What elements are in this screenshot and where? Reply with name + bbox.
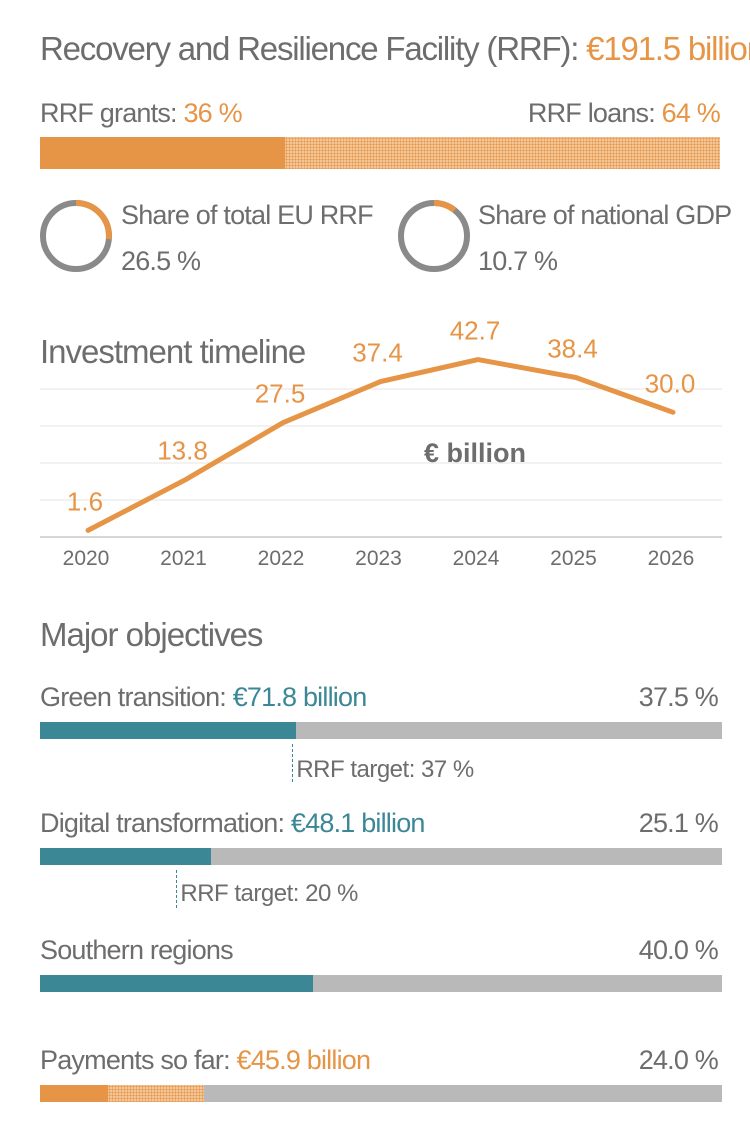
digital-target-label: RRF target: 20 % [180,880,358,907]
green-amount: €71.8 billion [232,682,368,712]
southern-bar [40,975,722,992]
x-tick-label: 2026 [648,547,695,570]
loans-label-group: RRF loans: 64 % [527,98,721,129]
share-eu-donut [40,200,112,272]
payments-bar [40,1085,722,1102]
grants-segment [40,137,285,169]
x-tick-label: 2025 [550,547,597,570]
payments-amount: €45.9 billion [236,1045,371,1075]
payments-bar-loans [108,1085,204,1102]
digital-amount: €48.1 billion [290,808,426,838]
share-gdp-value: 10.7 % [478,246,558,276]
data-label: 42.7 [450,316,501,346]
data-label: 38.4 [547,333,598,363]
digital-label-group: Digital transformation: €48.1 billion [40,808,425,839]
digital-bar [40,848,722,865]
grants-loans-bar [40,137,720,169]
x-tick-label: 2023 [355,547,402,570]
green-target-marker [292,744,294,782]
payments-label-group: Payments so far: €45.9 billion [40,1045,371,1076]
southern-pct: 40.0 % [638,935,719,965]
green-bar-fill [40,722,296,739]
data-label: 1.6 [67,486,103,516]
data-label: 37.4 [352,338,403,368]
x-tick-labels: 2020 2021 2022 2023 2024 2025 2026 [63,547,695,570]
share-gdp-donut [398,200,470,272]
data-label: 13.8 [157,436,208,466]
payments-label: Payments so far: [40,1045,231,1075]
title-prefix: Recovery and Resilience Facility (RRF): [40,30,579,67]
digital-target-marker [176,870,178,908]
data-label: 30.0 [645,368,696,398]
loans-segment [284,137,720,169]
loans-value: 64 % [661,98,721,128]
green-pct: 37.5 % [638,682,719,712]
southern-bar-fill [40,975,313,992]
green-label-group: Green transition: €71.8 billion [40,682,368,713]
digital-bar-fill [40,848,212,865]
page-title: Recovery and Resilience Facility (RRF): … [40,30,750,68]
chart-title: Investment timeline [40,333,306,370]
green-bar [40,722,722,739]
digital-label: Digital transformation: [40,808,285,838]
payments-bar-grants [40,1085,109,1102]
data-labels: 1.6 13.8 27.5 37.4 42.7 38.4 30.0 [67,316,695,517]
x-tick-label: 2022 [258,547,305,570]
grants-label: RRF grants: [40,98,178,128]
data-label: 27.5 [255,379,306,409]
objectives-title: Major objectives [40,616,263,653]
share-gdp-label: Share of national GDP [478,200,732,230]
share-gdp-arc [433,200,457,213]
share-eu-value: 26.5 % [121,246,201,276]
green-target-label: RRF target: 37 % [296,756,474,783]
investment-timeline-chart: 1.6 13.8 27.5 37.4 42.7 38.4 30.0 2020 2021 2022… [40,316,722,570]
share-eu-arc [75,200,112,240]
chart-grid [40,388,722,538]
green-label: Green transition: [40,682,227,712]
grants-value: 36 % [183,98,242,128]
x-tick-label: 2020 [63,547,110,570]
share-eu-label: Share of total EU RRF [121,200,374,230]
x-tick-label: 2021 [160,547,207,570]
x-tick-label: 2024 [453,547,500,570]
grants-label-group: RRF grants: 36 % [40,98,243,129]
loans-label: RRF loans: [527,98,656,128]
title-value: €191.5 billion [586,30,750,67]
payments-pct: 24.0 % [638,1045,719,1075]
unit-label: € billion [424,438,526,468]
digital-pct: 25.1 % [638,808,719,838]
southern-label: Southern regions [40,935,234,965]
series-line [85,357,676,533]
